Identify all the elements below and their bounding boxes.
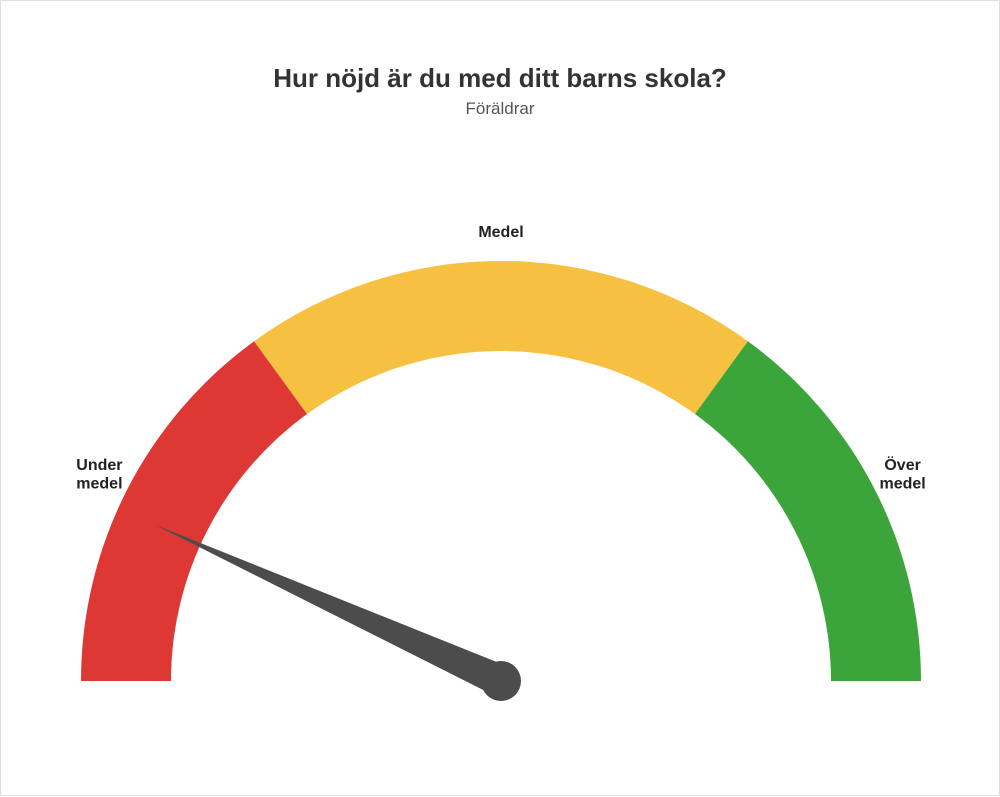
gauge-label-medel: Medel [478,224,523,241]
gauge-segment-over-medel [695,341,921,681]
gauge-segment-medel [254,261,748,414]
gauge-needle [155,525,508,696]
chart-subtitle: Föräldrar [1,99,999,119]
gauge-chart: Undermedel Medel Övermedel [1,1,1000,797]
gauge-label-over-medel: Övermedel [879,455,925,492]
chart-frame: Hur nöjd är du med ditt barns skola? För… [0,0,1000,796]
chart-title: Hur nöjd är du med ditt barns skola? [1,63,999,94]
gauge-needle-cap [481,661,521,701]
gauge-label-under-medel: Undermedel [76,457,122,492]
gauge-segment-under-medel [81,341,307,681]
